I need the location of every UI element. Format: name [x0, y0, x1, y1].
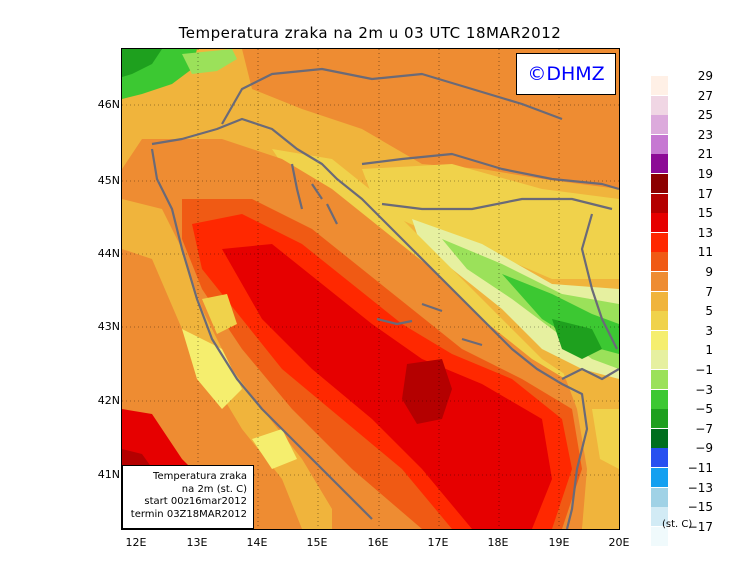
legend-swatch: [651, 213, 668, 233]
legend-swatch: [651, 134, 668, 154]
temperature-map: [121, 48, 620, 530]
legend-swatch: [651, 428, 668, 448]
legend-label: 7: [705, 284, 713, 299]
legend-label: −11: [687, 461, 713, 475]
legend-label: 1: [705, 343, 713, 358]
legend-swatch: [651, 174, 668, 193]
lon-label: 12E: [125, 536, 147, 549]
lon-label: 15E: [306, 536, 328, 549]
legend-label: 17: [697, 186, 713, 201]
legend-swatch: [651, 350, 668, 370]
info-line: termin 03Z18MAR2012: [130, 508, 247, 520]
legend-label: 21: [697, 147, 713, 162]
legend-label: 3: [705, 323, 713, 338]
legend-swatch: [651, 154, 668, 174]
legend-label: 11: [697, 245, 713, 260]
legend-label: 23: [697, 127, 713, 142]
legend-swatch: [651, 487, 668, 507]
legend-label: −13: [687, 480, 713, 495]
info-line: Temperatura zraka: [153, 471, 247, 482]
lat-label: 42N: [97, 394, 120, 407]
lat-label: 44N: [97, 247, 120, 260]
lat-label: 45N: [97, 174, 120, 187]
lon-label: 13E: [186, 536, 208, 549]
legend-swatch: [651, 193, 668, 213]
legend-label: −9: [695, 441, 713, 456]
lon-label: 17E: [427, 536, 449, 549]
legend-label: 29: [697, 69, 713, 83]
legend-label: −7: [695, 421, 713, 436]
legend-swatch: [651, 95, 668, 115]
info-line: na 2m (st. C): [181, 483, 247, 495]
legend-swatch: [651, 468, 668, 487]
legend-swatch: [651, 115, 668, 135]
legend-label: 9: [705, 265, 713, 279]
legend-label: −15: [687, 500, 713, 515]
legend-unit: (st. C): [662, 519, 693, 530]
info-box: Temperatura zraka na 2m (st. C) start 00…: [122, 465, 254, 529]
legend-swatch: [651, 448, 668, 468]
lon-label: 20E: [608, 536, 630, 549]
lon-label: 18E: [487, 536, 509, 549]
lon-label: 14E: [246, 536, 268, 549]
map-title: Temperatura zraka na 2m u 03 UTC 18MAR20…: [178, 24, 562, 42]
legend-label: −5: [695, 402, 713, 417]
lon-label: 16E: [367, 536, 389, 549]
lat-label: 41N: [97, 468, 120, 481]
legend-label: −17: [687, 519, 713, 534]
legend-swatch: [651, 389, 668, 409]
legend-label: 5: [705, 304, 713, 319]
legend-label: 19: [697, 167, 713, 181]
legend-swatch: [651, 526, 668, 546]
legend-swatch: [651, 272, 668, 291]
legend-label: 25: [697, 108, 713, 123]
info-line: start 00z16mar2012: [144, 496, 247, 507]
legend-label: −1: [695, 363, 713, 377]
legend-swatch: [651, 232, 668, 252]
lon-label: 19E: [548, 536, 570, 549]
legend-label: 15: [697, 206, 713, 221]
lat-label: 46N: [97, 98, 120, 111]
dhmz-stamp: ©DHMZ: [516, 53, 616, 95]
legend-swatch: [651, 76, 668, 95]
legend-label: 27: [697, 88, 713, 103]
legend-swatch: [651, 291, 668, 311]
legend-swatch: [651, 252, 668, 272]
legend-label: 13: [697, 225, 713, 240]
legend-swatch: [651, 311, 668, 331]
legend-swatch: [651, 330, 668, 350]
legend-label: −3: [695, 382, 713, 397]
lat-label: 43N: [97, 320, 120, 333]
legend-swatch: [651, 370, 668, 389]
legend-swatch: [651, 507, 668, 527]
temperature-field: [122, 49, 619, 529]
legend-swatch: [651, 409, 668, 429]
